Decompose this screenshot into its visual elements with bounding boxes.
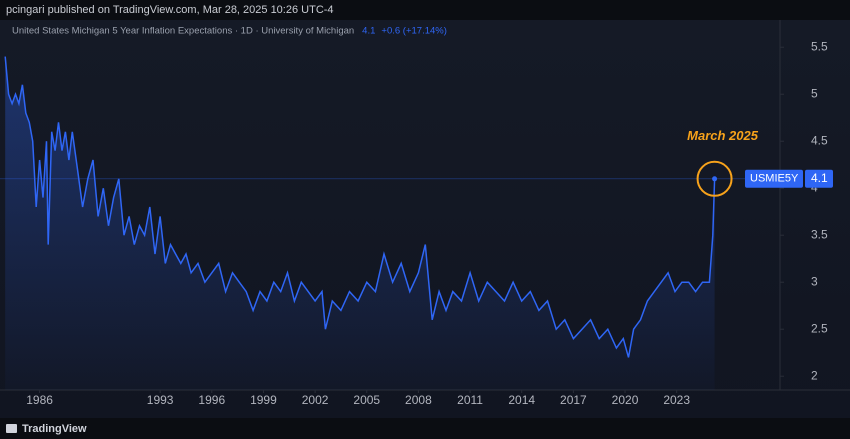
y-tick-label: 4.5 xyxy=(811,133,828,147)
price-label-bg xyxy=(745,169,803,188)
legend-change: +0.6 (+17.14%) xyxy=(381,26,447,37)
x-tick-label: 2014 xyxy=(508,393,535,407)
x-tick-label: 2002 xyxy=(302,393,329,407)
area xyxy=(5,56,715,390)
x-tick-label: 1993 xyxy=(147,393,174,407)
last-point xyxy=(712,176,718,182)
y-tick-label: 3.5 xyxy=(811,227,828,241)
legend-last-value: 4.1 xyxy=(362,26,375,37)
line xyxy=(4,56,716,358)
chart-title: United States Michigan 5 Year Inflation … xyxy=(12,26,354,37)
x-tick-label: 1986 xyxy=(26,393,53,407)
x-tick-label: 2005 xyxy=(353,393,380,407)
x-tick-label: 2008 xyxy=(405,393,432,407)
series-name: USMIE5Y xyxy=(750,173,799,185)
x-tick-label: 2023 xyxy=(663,393,690,407)
logo: TradingView xyxy=(6,423,87,435)
highlight-circle xyxy=(696,160,733,197)
price-value: 4.1 xyxy=(811,171,828,185)
header: pcingari published on TradingView.com, M… xyxy=(6,4,334,16)
annotation: March 2025 xyxy=(687,128,759,143)
y-tick-label: 5.5 xyxy=(811,39,828,53)
x-tick-label: 2011 xyxy=(457,393,483,407)
x-tick-label: 2017 xyxy=(560,393,587,407)
y-tick-label: 2.5 xyxy=(811,321,828,335)
x-tick-label: 1996 xyxy=(198,393,225,407)
footer-bar xyxy=(0,418,850,439)
header-bar xyxy=(0,0,850,20)
price-value-bg xyxy=(805,169,833,188)
x-tick-label: 1999 xyxy=(250,393,277,407)
y-tick-label: 3 xyxy=(811,274,818,288)
y-tick-label: 5 xyxy=(811,86,818,100)
y-tick-label: 2 xyxy=(811,368,818,382)
x-tick-label: 2020 xyxy=(612,393,639,407)
footer: TradingView xyxy=(22,423,87,435)
